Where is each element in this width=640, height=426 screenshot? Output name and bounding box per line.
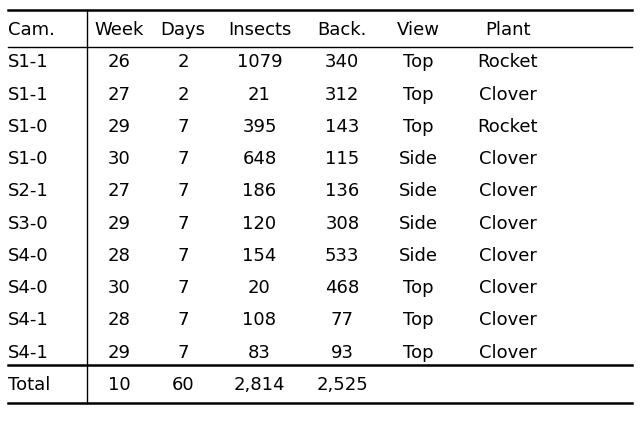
- Text: 108: 108: [243, 311, 276, 328]
- Text: 29: 29: [108, 214, 131, 232]
- Text: Clover: Clover: [479, 182, 537, 200]
- Text: Side: Side: [399, 150, 438, 168]
- Text: 186: 186: [243, 182, 276, 200]
- Text: 143: 143: [325, 118, 360, 135]
- Text: S4-1: S4-1: [8, 311, 49, 328]
- Text: 7: 7: [177, 150, 189, 168]
- Text: 30: 30: [108, 150, 131, 168]
- Text: 83: 83: [248, 343, 271, 361]
- Text: Clover: Clover: [479, 150, 537, 168]
- Text: Top: Top: [403, 86, 434, 104]
- Text: Clover: Clover: [479, 311, 537, 328]
- Text: S2-1: S2-1: [8, 182, 49, 200]
- Text: 340: 340: [325, 53, 360, 71]
- Text: Side: Side: [399, 246, 438, 264]
- Text: 10: 10: [108, 375, 131, 393]
- Text: 136: 136: [325, 182, 360, 200]
- Text: Total: Total: [8, 375, 50, 393]
- Text: 2,525: 2,525: [316, 375, 368, 393]
- Text: S4-0: S4-0: [8, 279, 49, 296]
- Text: 28: 28: [108, 311, 131, 328]
- Text: Clover: Clover: [479, 214, 537, 232]
- Text: 27: 27: [108, 182, 131, 200]
- Text: 7: 7: [177, 118, 189, 135]
- Text: Side: Side: [399, 214, 438, 232]
- Text: Clover: Clover: [479, 246, 537, 264]
- Text: S1-1: S1-1: [8, 53, 49, 71]
- Text: 115: 115: [325, 150, 360, 168]
- Text: Clover: Clover: [479, 279, 537, 296]
- Text: 20: 20: [248, 279, 271, 296]
- Text: Rocket: Rocket: [477, 53, 538, 71]
- Text: 312: 312: [325, 86, 360, 104]
- Text: S1-1: S1-1: [8, 86, 49, 104]
- Text: 308: 308: [325, 214, 360, 232]
- Text: Week: Week: [95, 21, 144, 39]
- Text: Days: Days: [161, 21, 205, 39]
- Text: 29: 29: [108, 343, 131, 361]
- Text: 2: 2: [177, 53, 189, 71]
- Text: 7: 7: [177, 343, 189, 361]
- Text: 77: 77: [331, 311, 354, 328]
- Text: 7: 7: [177, 311, 189, 328]
- Text: 27: 27: [108, 86, 131, 104]
- Text: Top: Top: [403, 311, 434, 328]
- Text: 648: 648: [243, 150, 276, 168]
- Text: 60: 60: [172, 375, 195, 393]
- Text: 533: 533: [325, 246, 360, 264]
- Text: S1-0: S1-0: [8, 118, 48, 135]
- Text: Cam.: Cam.: [8, 21, 54, 39]
- Text: 7: 7: [177, 214, 189, 232]
- Text: 468: 468: [325, 279, 360, 296]
- Text: Top: Top: [403, 53, 434, 71]
- Text: Back.: Back.: [317, 21, 367, 39]
- Text: S3-0: S3-0: [8, 214, 49, 232]
- Text: 154: 154: [243, 246, 276, 264]
- Text: Insects: Insects: [228, 21, 291, 39]
- Text: 7: 7: [177, 182, 189, 200]
- Text: Top: Top: [403, 343, 434, 361]
- Text: Clover: Clover: [479, 343, 537, 361]
- Text: Side: Side: [399, 182, 438, 200]
- Text: S1-0: S1-0: [8, 150, 48, 168]
- Text: 28: 28: [108, 246, 131, 264]
- Text: 1079: 1079: [237, 53, 282, 71]
- Text: Rocket: Rocket: [477, 118, 538, 135]
- Text: 395: 395: [242, 118, 276, 135]
- Text: 7: 7: [177, 246, 189, 264]
- Text: Top: Top: [403, 279, 434, 296]
- Text: 2: 2: [177, 86, 189, 104]
- Text: Plant: Plant: [485, 21, 531, 39]
- Text: 93: 93: [331, 343, 354, 361]
- Text: 120: 120: [243, 214, 276, 232]
- Text: 21: 21: [248, 86, 271, 104]
- Text: 30: 30: [108, 279, 131, 296]
- Text: Clover: Clover: [479, 86, 537, 104]
- Text: 7: 7: [177, 279, 189, 296]
- Text: 2,814: 2,814: [234, 375, 285, 393]
- Text: S4-1: S4-1: [8, 343, 49, 361]
- Text: Top: Top: [403, 118, 434, 135]
- Text: 26: 26: [108, 53, 131, 71]
- Text: S4-0: S4-0: [8, 246, 49, 264]
- Text: View: View: [397, 21, 440, 39]
- Text: 29: 29: [108, 118, 131, 135]
